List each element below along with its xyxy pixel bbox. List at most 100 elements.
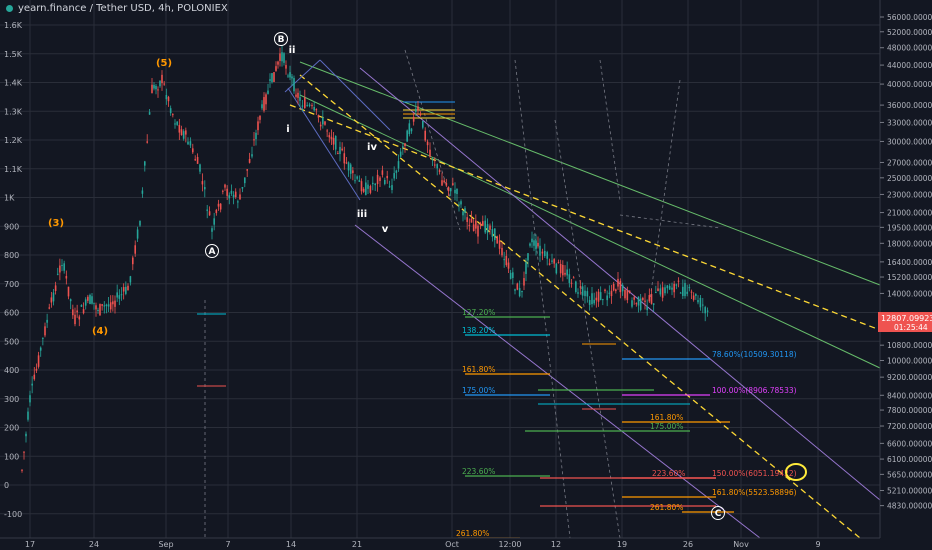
candle-body (337, 153, 339, 155)
candle-body (617, 278, 619, 287)
candle-body (311, 105, 313, 107)
candle-body (624, 289, 626, 299)
right-price-axis[interactable]: 56000.00000 52000.00000 48000.00000 44000.0… (879, 0, 932, 550)
left-axis-tick: -100 (4, 510, 22, 519)
candle-body (35, 368, 38, 371)
candle-body (692, 295, 695, 300)
candle-body (358, 180, 361, 182)
candle-body (395, 170, 398, 173)
candle-body (466, 217, 468, 222)
candle-body (452, 183, 454, 185)
candle-body (155, 85, 157, 90)
candle-body (704, 307, 706, 314)
candle-body (489, 225, 491, 230)
candle-body (544, 250, 546, 257)
candle-body (393, 173, 395, 179)
candle-body (682, 286, 684, 296)
candle-body (185, 130, 187, 135)
left-axis-tick: 1.4K (4, 79, 23, 88)
candle-body (684, 283, 686, 297)
fib-level-label: 161.80% (462, 365, 495, 374)
candle-body (635, 303, 638, 305)
candle-body (297, 92, 299, 98)
candle-body (553, 259, 555, 264)
candle-body (204, 187, 206, 190)
candle-body (602, 299, 604, 301)
candle-body (372, 182, 374, 185)
candle-body (257, 121, 259, 131)
candle-body (505, 255, 508, 266)
left-axis-tick: 400 (4, 366, 19, 375)
candle-body (277, 61, 279, 65)
candle-body (626, 290, 629, 301)
candle-body (564, 272, 566, 275)
candle-body (354, 180, 356, 182)
candle-body (462, 211, 464, 216)
candle-body (441, 180, 443, 186)
candle-body (146, 141, 148, 143)
right-axis-tick: 16400.00000 (887, 258, 932, 267)
channel-lower-line (299, 94, 881, 369)
candle-body (151, 84, 153, 94)
candle-body (422, 120, 424, 128)
candle-body (345, 162, 348, 164)
candle-body (301, 105, 304, 107)
candle-body (326, 130, 328, 132)
candle-body (63, 263, 65, 271)
candle-body (381, 170, 384, 175)
candle-body (118, 295, 121, 299)
candle-body (189, 141, 192, 146)
left-axis-tick: 1K (4, 194, 15, 203)
candle-body (404, 143, 406, 147)
left-axis-tick: 300 (4, 395, 19, 404)
fib-levels: 127.20%138.20%161.80%175.00%223.60%261.8… (456, 308, 807, 539)
candle-body (352, 170, 354, 174)
candle-body (271, 73, 273, 83)
candle-body (642, 297, 644, 300)
candle-body (341, 148, 343, 151)
candle-body (661, 287, 664, 298)
left-price-axis[interactable]: 1.6K 1.5K 1.4K 1.3K 1.2K 1.1K 1K 900 800 700 600 50… (4, 21, 23, 548)
candle-body (125, 286, 127, 294)
candle-body (529, 243, 531, 246)
candle-body (410, 128, 413, 132)
candle-body (477, 225, 479, 237)
candle-body (91, 296, 93, 304)
wave-channel-line (319, 59, 391, 131)
candle-body (591, 293, 593, 305)
candle-body (237, 201, 239, 203)
candle-body (328, 135, 331, 138)
right-axis-tick: 48000.00000 (887, 44, 932, 53)
candle-body (458, 204, 460, 206)
dotted-projection (619, 214, 721, 229)
wave-label: v (382, 224, 389, 235)
candle-body (33, 374, 36, 380)
right-axis-tick: 23000.00000 (887, 190, 932, 199)
candle-body (232, 194, 235, 198)
candle-body (652, 303, 655, 305)
candle-body (479, 222, 482, 226)
time-axis[interactable]: 17 24 Sep 7 14 21 Oct 12:00 12 19 26 Nov 9 (0, 537, 932, 550)
candle-body (80, 304, 83, 307)
wave-label: (4) (92, 326, 108, 337)
candle-body (639, 298, 642, 310)
time-axis-tick: 24 (89, 540, 99, 549)
candle-body (586, 291, 589, 297)
candle-body (226, 188, 228, 196)
market-status-icon (6, 4, 13, 12)
fib-level-label: 175.00% (462, 386, 495, 395)
time-axis-tick: 7 (225, 540, 230, 549)
fib-level-label: 138.20% (462, 326, 495, 335)
candle-body (165, 95, 168, 100)
candle-body (339, 146, 341, 155)
candle-body (697, 300, 699, 303)
candle-body (259, 115, 261, 120)
candle-body (114, 300, 116, 307)
symbol-header[interactable]: yearn.finance / Tether USD, 4h, POLONIEX (6, 3, 228, 14)
candle-body (581, 286, 584, 296)
candle-body (360, 181, 363, 192)
candle-body (54, 285, 57, 291)
candle-body (650, 294, 653, 304)
